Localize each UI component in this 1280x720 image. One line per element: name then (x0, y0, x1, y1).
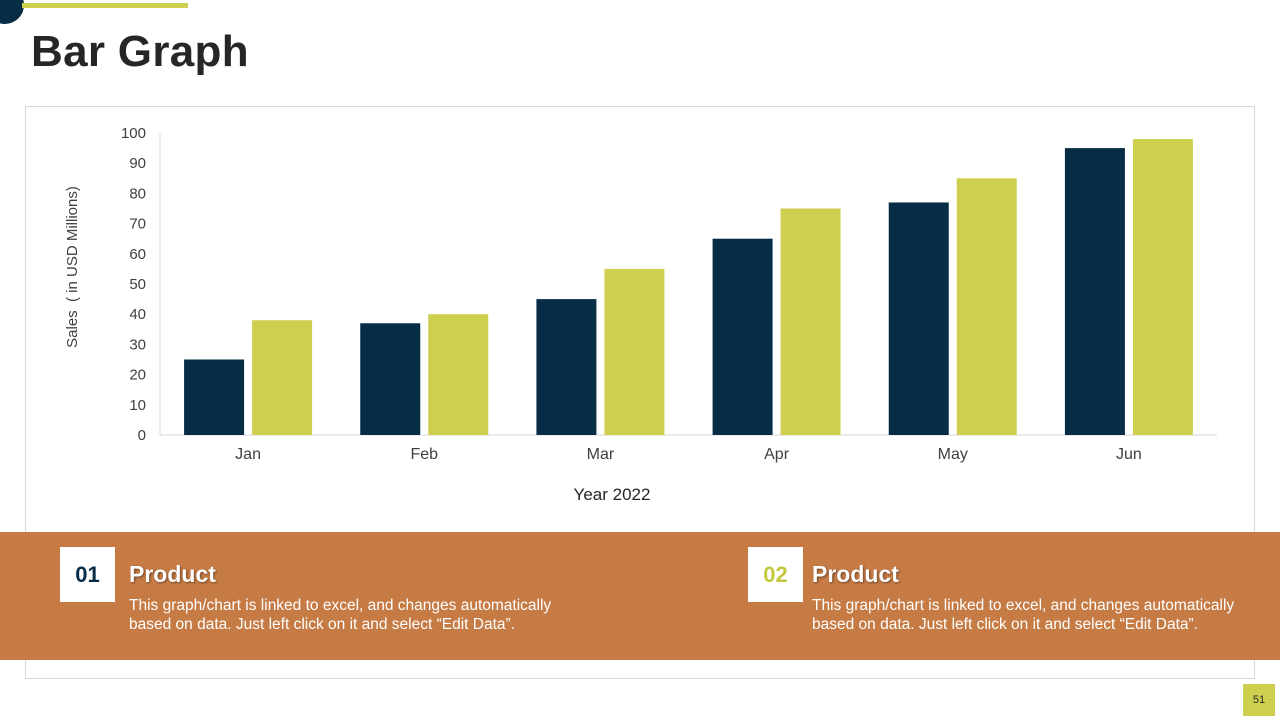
y-tick-label: 100 (121, 125, 146, 142)
y-tick-label: 20 (129, 367, 146, 384)
y-tick-label: 0 (138, 427, 146, 444)
product-description-2: This graph/chart is linked to excel, and… (812, 597, 1235, 633)
bar-jun-series-1 (1064, 148, 1125, 435)
y-axis-title: Sales ( in USD Millions) (64, 186, 81, 348)
page-number-badge: 51 (1243, 684, 1275, 716)
product-band: 01 Product This graph/chart is linked to… (0, 532, 1280, 660)
bar-apr-series-1 (712, 238, 773, 435)
bar-mar-series-2 (604, 268, 665, 435)
y-tick-label: 80 (129, 185, 146, 202)
bar-chart[interactable]: 0 10 20 30 40 50 60 70 80 90 100 Jan Feb Mar Apr May Jun… (0, 110, 1280, 520)
bar-jan-series-1 (184, 359, 245, 435)
product-number-box-2: 02 (748, 547, 803, 602)
x-tick-label: Jun (1116, 446, 1142, 463)
corner-circle-decoration (0, 0, 24, 24)
bar-feb-series-1 (360, 323, 421, 435)
x-tick-label: Jan (235, 446, 261, 463)
top-accent-bar (22, 3, 188, 8)
y-tick-label: 10 (129, 397, 146, 414)
chart-frame (25, 106, 1255, 679)
y-tick-label: 40 (129, 306, 146, 323)
bar-mar-series-1 (536, 299, 597, 435)
slide-title: Bar Graph (31, 27, 249, 76)
x-tick-label: May (938, 446, 968, 463)
bar-jun-series-2 (1132, 139, 1193, 435)
product-title-1: Product (129, 561, 216, 587)
y-tick-label: 50 (129, 276, 146, 293)
y-tick-label: 90 (129, 155, 146, 172)
y-tick-label: 70 (129, 216, 146, 233)
x-tick-label: Apr (764, 446, 790, 463)
product-number-box-1: 01 (60, 547, 115, 602)
x-tick-label: Feb (410, 446, 438, 463)
y-tick-label: 60 (129, 246, 146, 263)
bar-may-series-1 (888, 202, 949, 435)
bar-jan-series-2 (252, 320, 313, 435)
y-tick-label: 30 (129, 336, 146, 353)
product-title-2: Product (812, 561, 899, 587)
bar-may-series-2 (956, 178, 1017, 436)
bar-apr-series-2 (780, 208, 841, 435)
x-tick-label: Mar (587, 446, 615, 463)
x-axis-title: Year 2022 (574, 485, 651, 504)
bar-feb-series-2 (428, 314, 489, 435)
product-description-1: This graph/chart is linked to excel, and… (129, 597, 552, 633)
